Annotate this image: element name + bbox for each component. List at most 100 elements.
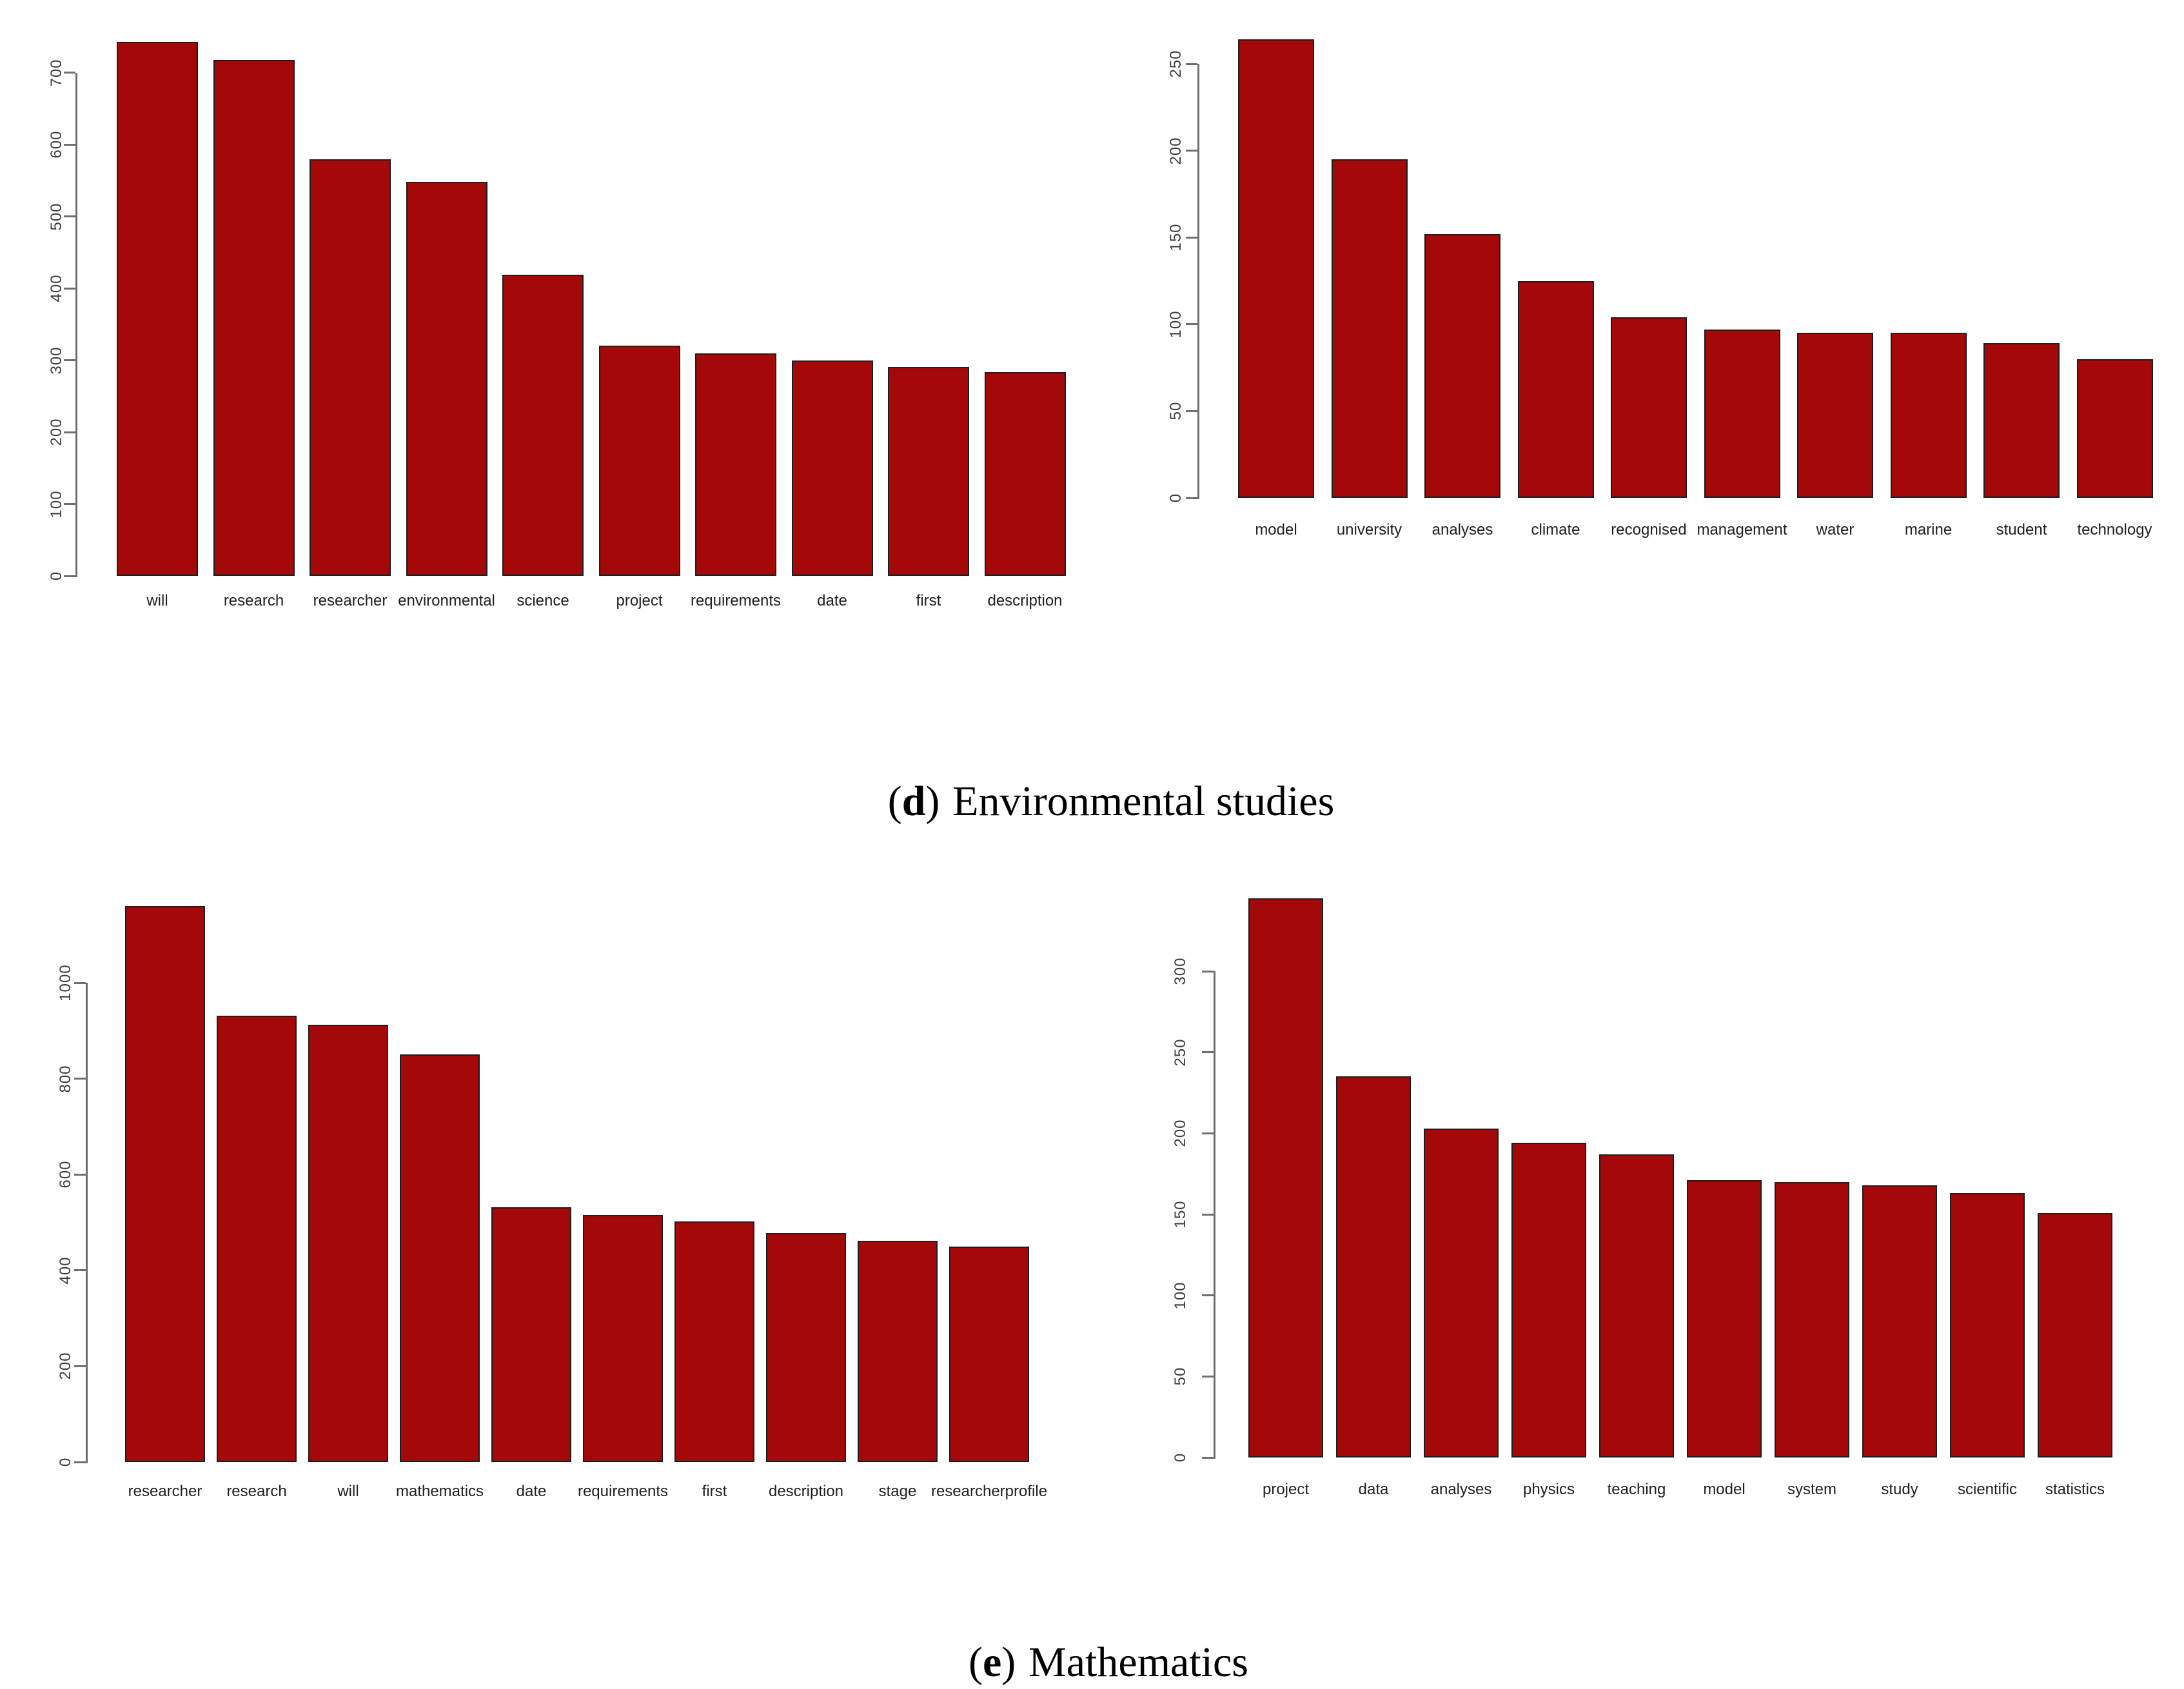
bar-teaching xyxy=(1599,1154,1674,1457)
x-category-label: model xyxy=(1703,1481,1746,1498)
y-axis xyxy=(75,72,77,577)
x-category-label: stage xyxy=(878,1483,917,1500)
bar-first xyxy=(674,1221,754,1462)
x-category-label: model xyxy=(1255,521,1297,538)
x-category-label: first xyxy=(916,592,941,609)
bar-date xyxy=(491,1207,571,1462)
caption-environmental-studies: (d) Environmental studies xyxy=(888,777,1335,826)
x-category-label: science xyxy=(516,592,569,609)
y-tick xyxy=(74,1173,86,1176)
y-tick xyxy=(1186,150,1197,152)
bar-statistics xyxy=(2038,1212,2112,1457)
y-tick-label: 200 xyxy=(1172,1119,1189,1147)
y-axis xyxy=(86,983,88,1463)
y-tick-label: 150 xyxy=(1172,1200,1189,1229)
bar-data xyxy=(1336,1076,1411,1457)
bar-analyses xyxy=(1424,233,1500,498)
x-category-label: researcherprofile xyxy=(930,1483,1048,1500)
y-tick xyxy=(64,143,75,146)
bar-science xyxy=(502,275,584,576)
x-category-label: recognised xyxy=(1611,521,1687,538)
x-category-label: project xyxy=(1262,1481,1310,1498)
caption-panel-letter: d xyxy=(901,778,926,825)
x-category-label: marine xyxy=(1904,521,1953,538)
bar-stage xyxy=(858,1240,938,1462)
bar-scientific xyxy=(1950,1193,2025,1457)
y-tick xyxy=(74,1078,86,1080)
caption-paren-open: ( xyxy=(969,1639,983,1686)
bar-technology xyxy=(2076,359,2153,498)
x-category-label: water xyxy=(1816,521,1854,538)
bar-environmental xyxy=(406,182,487,576)
y-tick-label: 100 xyxy=(1172,1281,1189,1310)
x-category-label: management xyxy=(1697,521,1787,538)
x-category-label: will xyxy=(337,1483,359,1500)
bar-climate xyxy=(1517,281,1594,498)
x-category-label: requirements xyxy=(690,592,782,609)
bar-researcher xyxy=(125,906,205,1462)
y-tick xyxy=(64,575,75,577)
x-category-label: data xyxy=(1358,1481,1389,1498)
x-category-label: date xyxy=(817,592,847,609)
x-category-label: date xyxy=(516,1483,547,1500)
x-category-label: physics xyxy=(1522,1481,1575,1498)
x-category-label: mathematics xyxy=(395,1483,484,1500)
y-tick xyxy=(1202,1213,1214,1216)
y-axis xyxy=(1214,971,1215,1459)
x-category-label: researcher xyxy=(128,1483,202,1500)
bar-physics xyxy=(1511,1143,1586,1457)
y-tick xyxy=(64,215,75,218)
x-category-label: description xyxy=(987,592,1063,609)
caption-paren-close: ) xyxy=(1001,1639,1016,1686)
y-tick xyxy=(1186,236,1197,239)
y-tick xyxy=(1202,1375,1214,1378)
y-tick xyxy=(1202,1294,1214,1297)
bar-mathematics xyxy=(400,1054,480,1462)
x-category-label: analyses xyxy=(1430,1481,1492,1498)
y-tick xyxy=(64,287,75,290)
x-category-label: research xyxy=(223,592,284,609)
bar-university xyxy=(1331,159,1408,498)
x-category-label: scientific xyxy=(1957,1481,2018,1498)
bar-researcher xyxy=(310,159,391,576)
y-tick-label: 0 xyxy=(1172,1452,1189,1463)
y-tick xyxy=(74,982,86,984)
bar-system xyxy=(1775,1181,1849,1457)
caption-mathematics: (e) Mathematics xyxy=(969,1638,1248,1687)
bar-management xyxy=(1704,329,1780,498)
x-category-label: climate xyxy=(1531,521,1580,538)
bar-requirements xyxy=(695,353,776,576)
y-tick-label: 300 xyxy=(1172,957,1189,985)
x-category-label: environmental xyxy=(398,592,495,609)
x-category-label: requirements xyxy=(577,1483,669,1500)
bar-analyses xyxy=(1424,1128,1499,1457)
y-tick xyxy=(1202,1456,1214,1459)
bar-description xyxy=(984,371,1066,576)
x-category-label: study xyxy=(1881,1481,1918,1498)
x-category-label: research xyxy=(226,1483,287,1500)
x-category-label: will xyxy=(146,592,168,609)
x-category-label: statistics xyxy=(2045,1481,2105,1498)
bar-model xyxy=(1687,1180,1762,1457)
y-tick xyxy=(64,359,75,362)
x-category-label: researcher xyxy=(313,592,388,609)
y-tick xyxy=(74,1461,86,1463)
x-category-label: system xyxy=(1787,1481,1837,1498)
y-tick xyxy=(1186,63,1197,65)
bar-will xyxy=(117,42,198,576)
x-category-label: project xyxy=(616,592,663,609)
x-category-label: university xyxy=(1336,521,1402,538)
y-tick-label: 50 xyxy=(1172,1367,1189,1386)
bar-will xyxy=(308,1025,388,1462)
caption-paren-close: ) xyxy=(925,778,940,825)
y-tick xyxy=(1202,970,1214,973)
bar-researcherprofile xyxy=(949,1247,1029,1462)
bar-project xyxy=(1248,898,1323,1457)
y-tick xyxy=(1186,410,1197,412)
bar-student xyxy=(1983,343,2060,498)
caption-panel-letter: e xyxy=(983,1639,1002,1686)
